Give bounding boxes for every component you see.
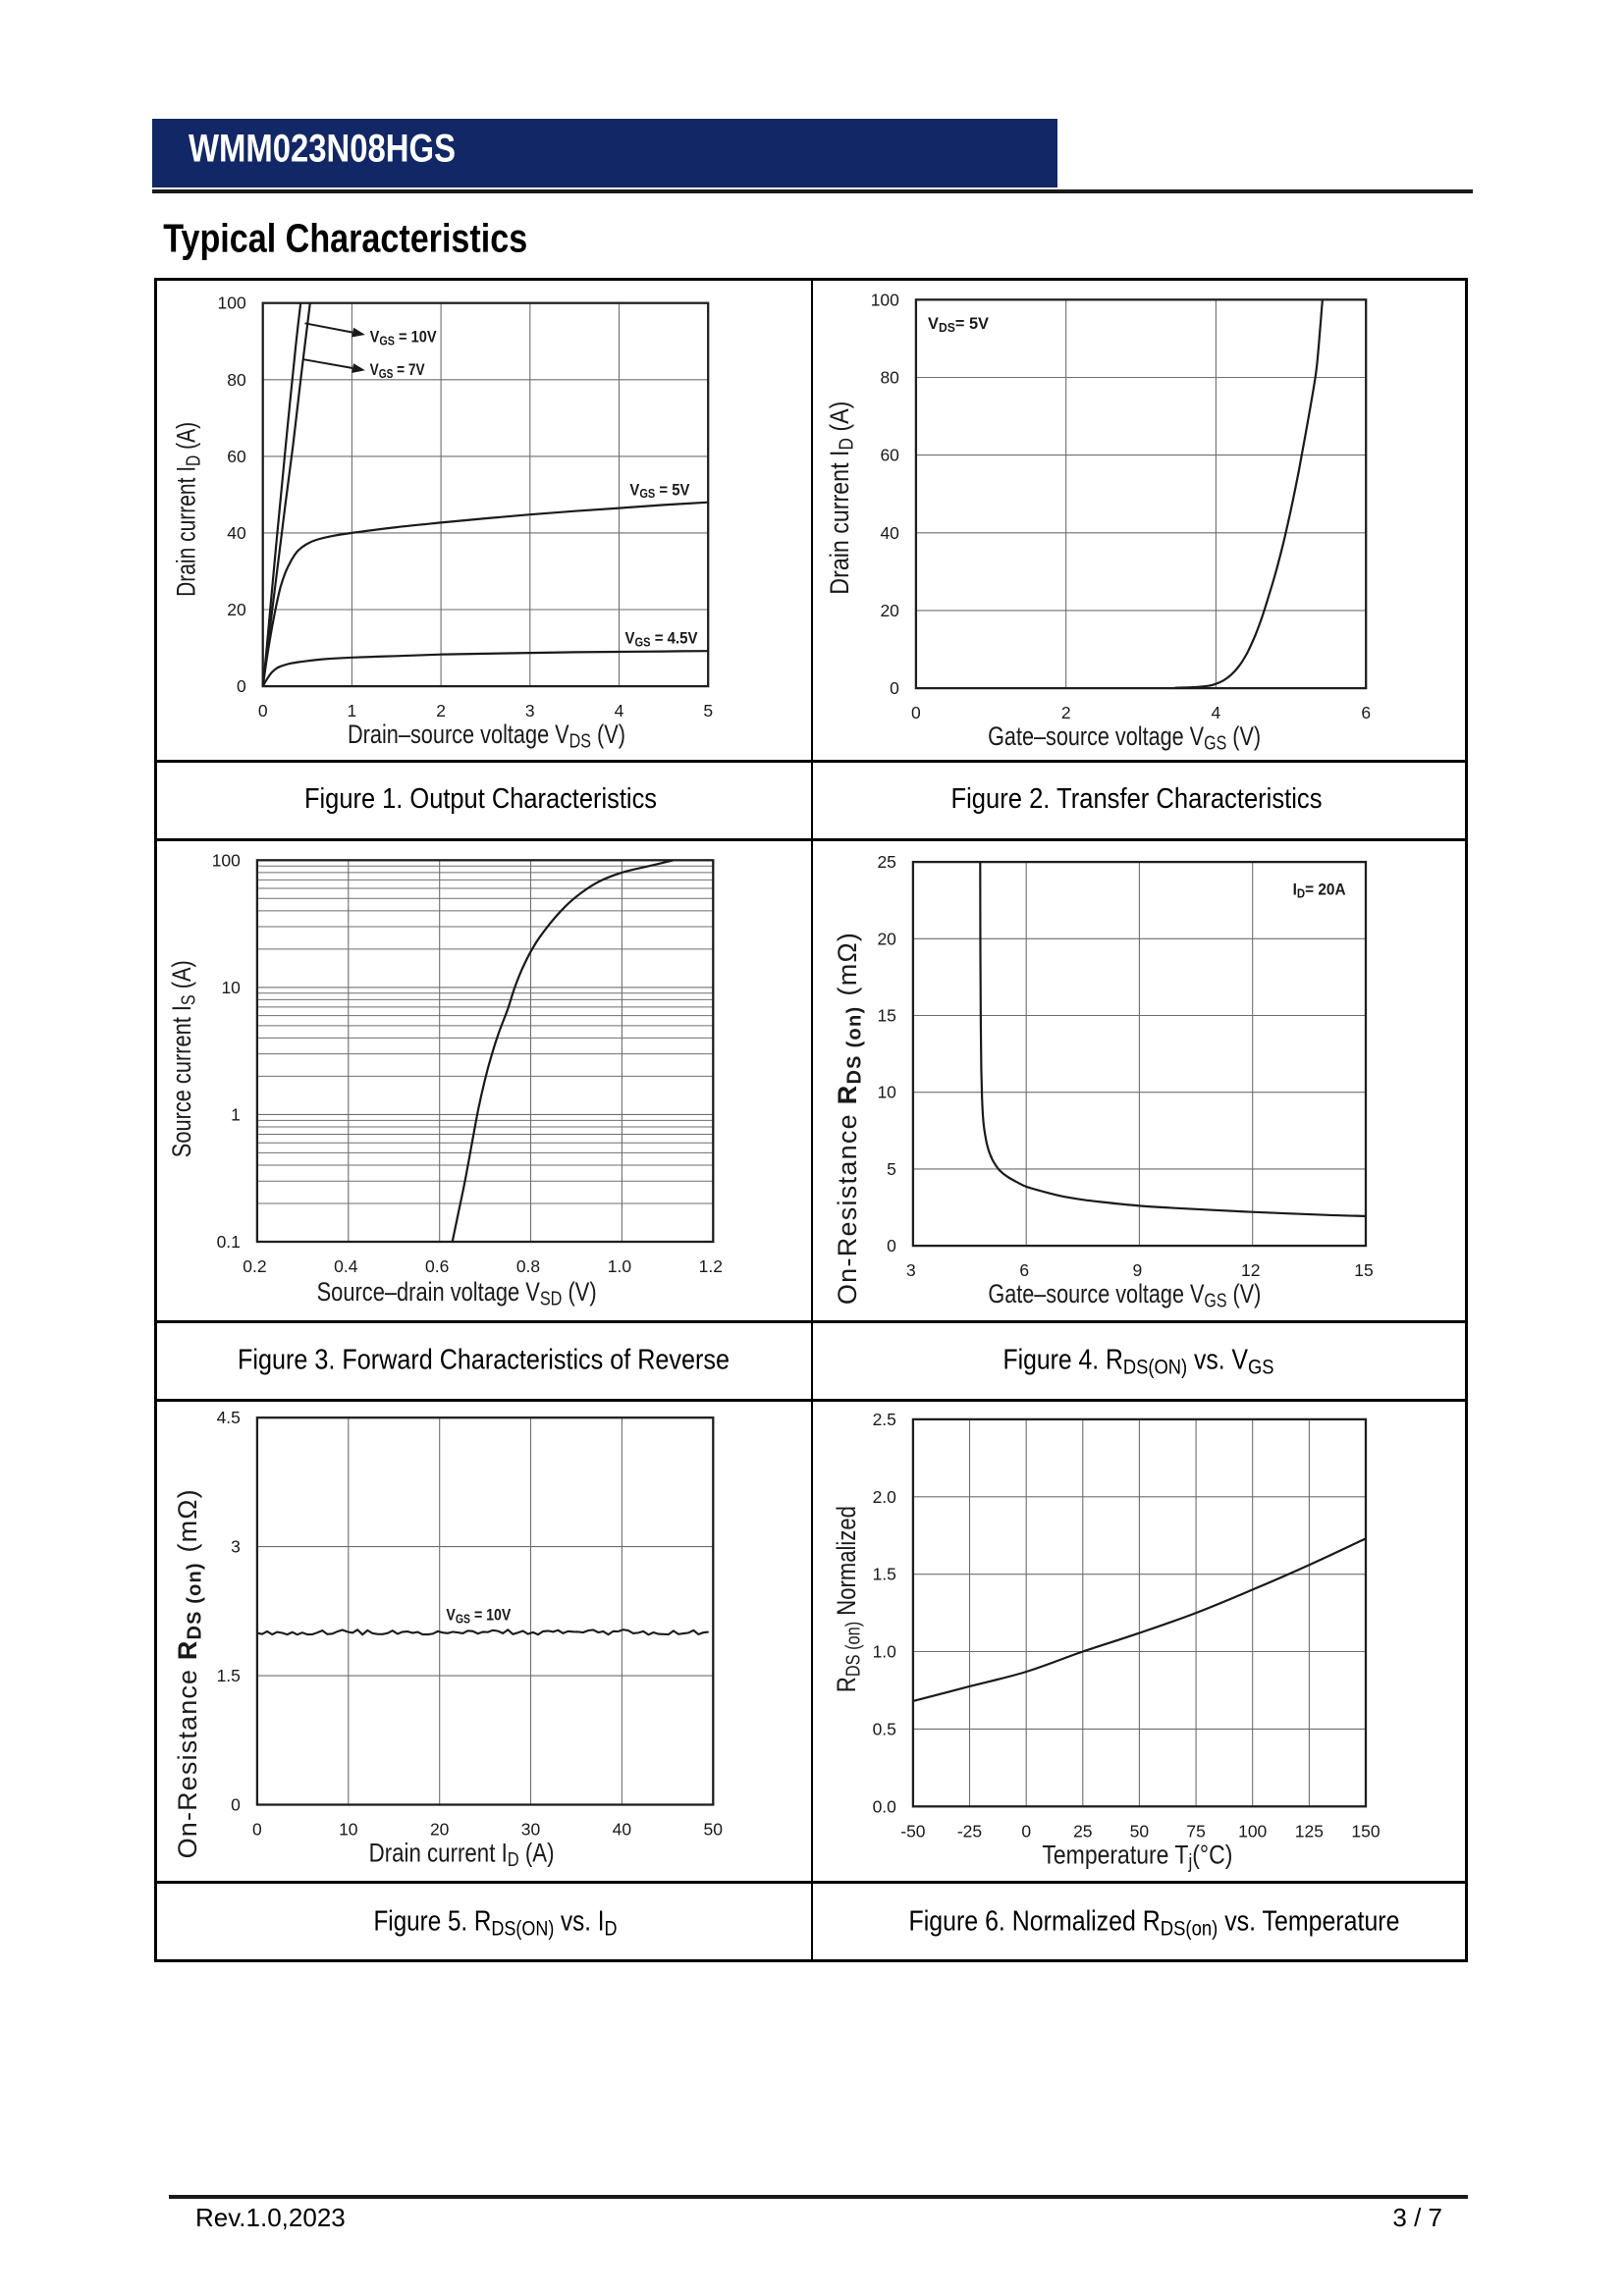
svg-text:150: 150 bbox=[1351, 1821, 1380, 1841]
svg-text:On-Resistance RDS (on)​ (mΩ): On-Resistance RDS (on)​ (mΩ) bbox=[173, 1489, 206, 1858]
svg-text:40: 40 bbox=[880, 523, 899, 543]
svg-text:3: 3 bbox=[906, 1260, 916, 1280]
svg-text:100: 100 bbox=[1238, 1821, 1267, 1841]
svg-text:Figure 2. Transfer Characteris: Figure 2. Transfer Characteristics bbox=[951, 783, 1323, 815]
svg-text:100: 100 bbox=[212, 850, 241, 870]
svg-text:0: 0 bbox=[890, 678, 899, 698]
svg-text:20: 20 bbox=[430, 1819, 450, 1839]
svg-text:1.0: 1.0 bbox=[608, 1256, 632, 1276]
svg-text:RDS (on)​ Normalized: RDS (on)​ Normalized bbox=[832, 1506, 865, 1692]
svg-text:VGS = 5V: VGS = 5V bbox=[629, 480, 690, 501]
svg-text:WMM023N08HGS: WMM023N08HGS bbox=[189, 128, 456, 171]
svg-text:40: 40 bbox=[613, 1819, 632, 1839]
svg-text:Figure 5. RDS(ON) vs. ID: Figure 5. RDS(ON) vs. ID bbox=[374, 1905, 618, 1940]
svg-text:0: 0 bbox=[237, 676, 246, 696]
svg-text:0.2: 0.2 bbox=[243, 1256, 266, 1276]
svg-text:0: 0 bbox=[252, 1819, 262, 1839]
svg-text:Drain current ID (A): Drain current ID (A) bbox=[369, 1838, 555, 1871]
svg-text:0: 0 bbox=[1021, 1821, 1031, 1841]
svg-text:VGS = 4.5V: VGS = 4.5V bbox=[624, 628, 698, 649]
svg-text:On-Resistance RDS (on)​ (mΩ): On-Resistance RDS (on)​ (mΩ) bbox=[833, 933, 866, 1305]
svg-text:Source current IS (A): Source current IS (A) bbox=[167, 960, 200, 1157]
svg-text:10: 10 bbox=[339, 1819, 358, 1839]
svg-text:0: 0 bbox=[231, 1794, 241, 1814]
svg-text:60: 60 bbox=[227, 447, 246, 466]
svg-text:Typical Characteristics: Typical Characteristics bbox=[163, 215, 527, 260]
svg-text:1.0: 1.0 bbox=[873, 1641, 897, 1661]
svg-text:Figure 6. Normalized RDS(on) v: Figure 6. Normalized RDS(on) vs. Tempera… bbox=[909, 1905, 1400, 1940]
svg-text:0.5: 0.5 bbox=[873, 1719, 896, 1738]
svg-text:0.0: 0.0 bbox=[873, 1796, 897, 1816]
svg-text:0.6: 0.6 bbox=[425, 1256, 449, 1276]
svg-text:0: 0 bbox=[887, 1236, 896, 1255]
svg-text:50: 50 bbox=[1130, 1821, 1150, 1841]
svg-text:Gate–source voltage VGS (V): Gate–source voltage VGS (V) bbox=[988, 1279, 1261, 1312]
svg-text:75: 75 bbox=[1186, 1821, 1205, 1841]
svg-text:6: 6 bbox=[1361, 703, 1371, 722]
svg-text:20: 20 bbox=[880, 601, 899, 620]
svg-text:2: 2 bbox=[1061, 703, 1071, 722]
svg-text:100: 100 bbox=[871, 290, 899, 309]
svg-text:5: 5 bbox=[703, 701, 713, 721]
svg-text:ID= 20A: ID= 20A bbox=[1293, 880, 1346, 900]
svg-text:Figure 3. Forward Characterist: Figure 3. Forward Characteristics of Rev… bbox=[238, 1344, 730, 1375]
svg-text:0.8: 0.8 bbox=[516, 1256, 540, 1276]
svg-text:60: 60 bbox=[880, 446, 899, 465]
svg-text:50: 50 bbox=[704, 1819, 724, 1839]
svg-text:4: 4 bbox=[615, 701, 624, 721]
svg-text:1: 1 bbox=[348, 701, 357, 721]
svg-text:VGS = 10V: VGS = 10V bbox=[446, 1605, 512, 1626]
svg-text:20: 20 bbox=[227, 600, 246, 619]
svg-text:25: 25 bbox=[877, 852, 895, 872]
svg-text:6: 6 bbox=[1019, 1260, 1029, 1280]
svg-text:Drain–source voltage VDS (V): Drain–source voltage VDS (V) bbox=[348, 720, 625, 753]
svg-text:1: 1 bbox=[231, 1104, 241, 1124]
svg-text:-25: -25 bbox=[957, 1821, 982, 1841]
svg-text:Drain current ID (A): Drain current ID (A) bbox=[172, 422, 205, 597]
svg-text:1.5: 1.5 bbox=[217, 1666, 241, 1685]
svg-text:0: 0 bbox=[911, 703, 921, 722]
svg-text:20: 20 bbox=[877, 929, 896, 948]
svg-text:0: 0 bbox=[258, 701, 268, 721]
svg-text:4: 4 bbox=[1212, 703, 1221, 722]
svg-text:10: 10 bbox=[221, 978, 241, 997]
svg-text:15: 15 bbox=[1354, 1260, 1373, 1280]
svg-text:Gate–source voltage VGS (V): Gate–source voltage VGS (V) bbox=[988, 721, 1261, 755]
svg-text:VGS = 10V: VGS = 10V bbox=[370, 328, 438, 348]
svg-text:1.2: 1.2 bbox=[699, 1256, 723, 1276]
svg-text:VGS = 7V: VGS = 7V bbox=[370, 360, 426, 381]
svg-text:25: 25 bbox=[1073, 1821, 1092, 1841]
svg-text:40: 40 bbox=[227, 523, 246, 543]
svg-text:1.5: 1.5 bbox=[873, 1565, 896, 1584]
svg-text:80: 80 bbox=[227, 370, 246, 390]
svg-text:0.1: 0.1 bbox=[217, 1232, 241, 1252]
svg-text:Temperature Tj(°C): Temperature Tj(°C) bbox=[1042, 1840, 1232, 1873]
svg-text:125: 125 bbox=[1295, 1821, 1324, 1841]
svg-text:30: 30 bbox=[521, 1819, 541, 1839]
svg-text:5: 5 bbox=[887, 1159, 896, 1179]
svg-text:VDS= 5V: VDS= 5V bbox=[928, 314, 990, 335]
svg-text:15: 15 bbox=[877, 1005, 895, 1025]
svg-text:2.5: 2.5 bbox=[873, 1410, 896, 1429]
svg-text:Source–drain voltage VSD (V): Source–drain voltage VSD (V) bbox=[317, 1277, 597, 1310]
svg-text:3: 3 bbox=[231, 1537, 241, 1557]
svg-text:-50: -50 bbox=[900, 1821, 926, 1841]
svg-text:Figure 4. RDS(ON) vs. VGS: Figure 4. RDS(ON) vs. VGS bbox=[1003, 1344, 1274, 1378]
svg-text:0.4: 0.4 bbox=[334, 1256, 358, 1276]
svg-text:9: 9 bbox=[1133, 1260, 1143, 1280]
svg-text:2.0: 2.0 bbox=[873, 1487, 897, 1507]
svg-text:80: 80 bbox=[880, 367, 899, 387]
svg-text:4.5: 4.5 bbox=[217, 1408, 241, 1427]
svg-text:100: 100 bbox=[218, 294, 246, 313]
svg-text:2: 2 bbox=[436, 701, 446, 721]
svg-text:10: 10 bbox=[877, 1082, 896, 1101]
svg-text:Figure 1. Output Characteristi: Figure 1. Output Characteristics bbox=[304, 783, 657, 815]
svg-text:12: 12 bbox=[1241, 1260, 1260, 1280]
svg-text:Drain current ID (A): Drain current ID (A) bbox=[825, 401, 858, 595]
svg-text:3: 3 bbox=[525, 701, 535, 721]
